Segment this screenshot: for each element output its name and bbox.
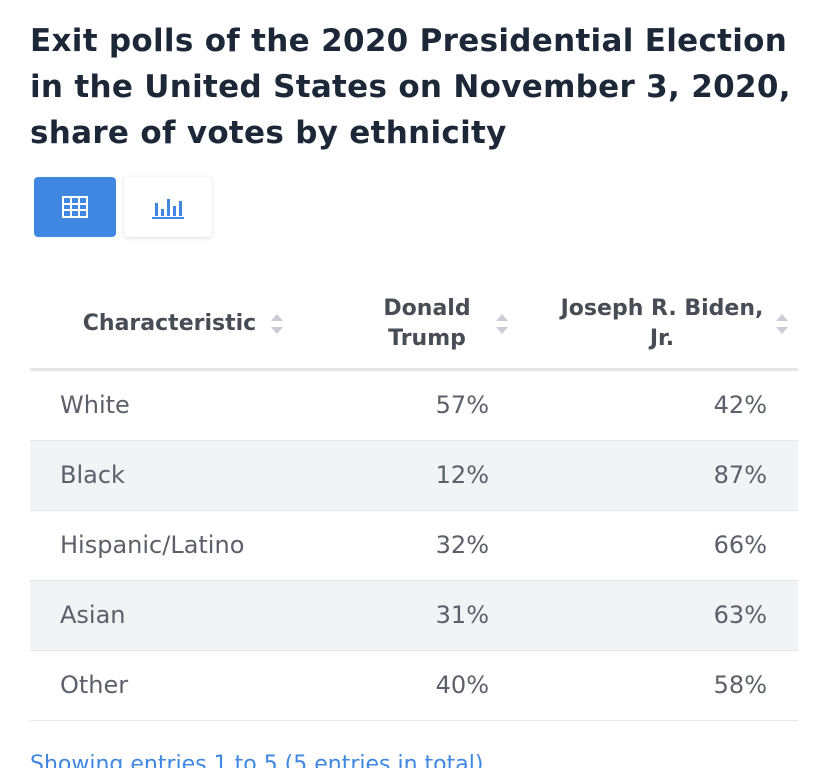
table-cell: 42%	[713, 391, 767, 419]
table-cell: 57%	[435, 391, 489, 419]
table-cell: Asian	[60, 601, 126, 629]
table-row: Hispanic/Latino 32% 66%	[30, 511, 798, 581]
chart-icon	[152, 199, 184, 219]
table-cell: 58%	[713, 671, 767, 699]
table-cell: 32%	[435, 531, 489, 559]
table-icon	[62, 196, 88, 218]
table-cell: 40%	[435, 671, 489, 699]
table-row: Black 12% 87%	[30, 441, 798, 511]
chart-view-button[interactable]	[124, 177, 212, 237]
table-cell: 12%	[435, 461, 489, 489]
title: Exit polls of the 2020 Presidential Elec…	[30, 23, 791, 151]
column-header[interactable]: Donald Trump	[360, 280, 510, 368]
column-header-text: Characteristic	[82, 311, 257, 336]
sort-icon	[271, 314, 283, 334]
sort-icon	[496, 314, 508, 334]
table-row: White 57% 42%	[30, 371, 798, 441]
table-row: Other 40% 58%	[30, 651, 798, 721]
table-cell: White	[60, 391, 130, 419]
table-cell: Black	[60, 461, 125, 489]
footer: Showing entries 1 to 5 (5 entries in tot…	[30, 752, 484, 768]
table: Characteristic Donald Trump Joseph R. Bide…	[30, 280, 798, 721]
column-header[interactable]: Characteristic	[70, 280, 285, 368]
sort-icon	[776, 314, 788, 334]
column-header-text: Joseph R. Biden, Jr.	[560, 296, 764, 351]
table-cell: Other	[60, 671, 129, 699]
table-cell: 87%	[713, 461, 767, 489]
header-row: Characteristic Donald Trump Joseph R. Bide…	[30, 280, 798, 371]
table-view-button[interactable]	[34, 177, 116, 237]
table-cell: 66%	[713, 531, 767, 559]
table-row: Asian 31% 63%	[30, 581, 798, 651]
table-cell: 63%	[713, 601, 767, 629]
column-header[interactable]: Joseph R. Biden, Jr.	[550, 280, 790, 368]
column-header-text: Donald Trump	[383, 296, 471, 351]
table-cell: 31%	[435, 601, 489, 629]
table-cell: Hispanic/Latino	[60, 531, 245, 559]
